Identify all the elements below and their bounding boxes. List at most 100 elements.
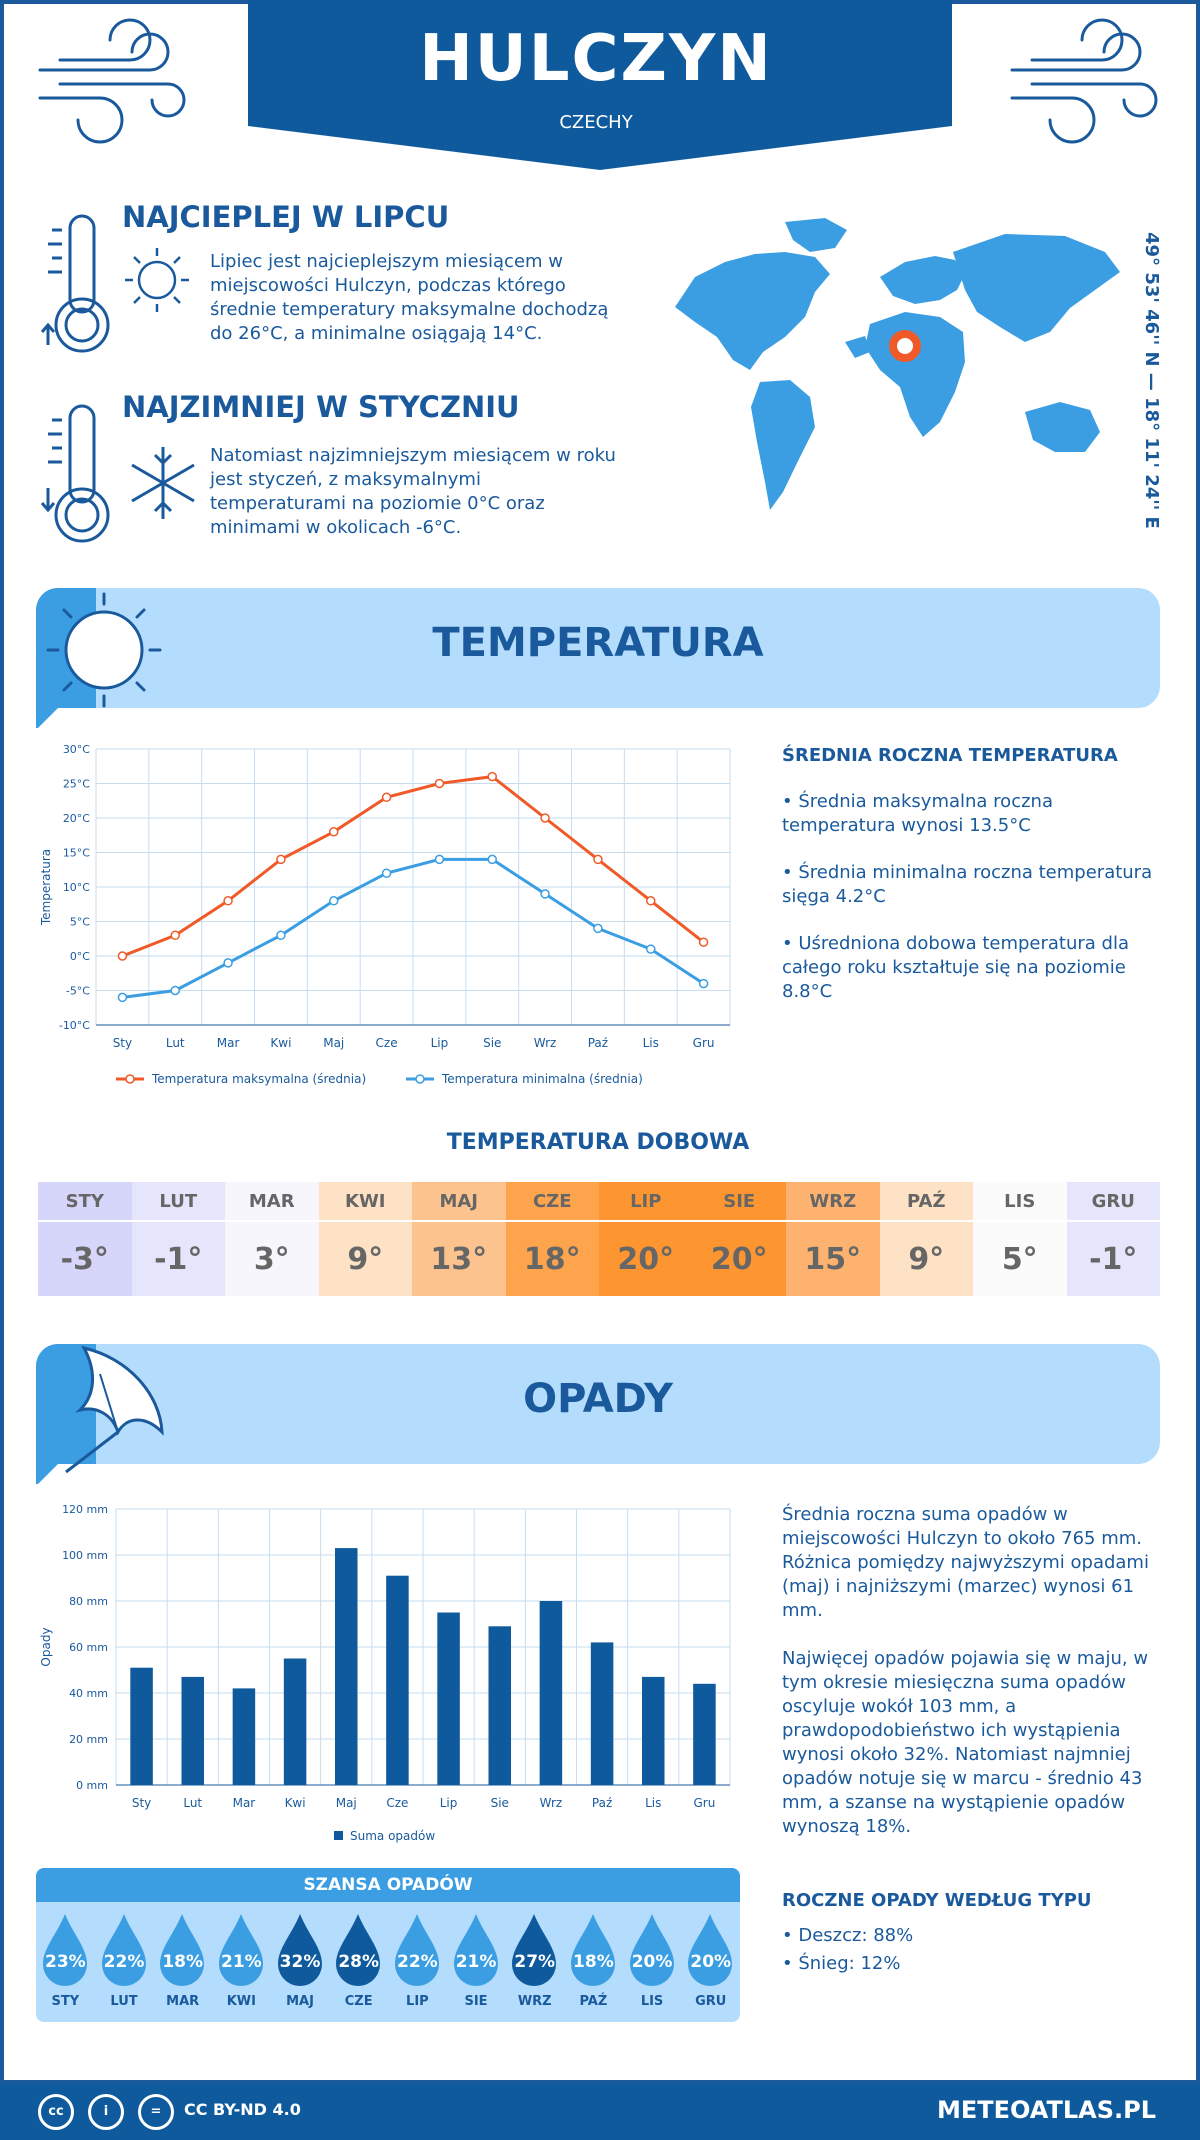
daily-temp-cell: SIE 20° (692, 1182, 786, 1296)
chance-item: 21% KWI (212, 1912, 271, 2022)
y-axis-label: Opady (39, 1627, 53, 1666)
daily-temp-cell: KWI 9° (318, 1182, 412, 1296)
raindrop-shape (160, 1914, 205, 1986)
x-tick-label: Gru (693, 1796, 715, 1810)
x-tick-label: Lis (645, 1796, 661, 1810)
data-point (698, 978, 709, 989)
chance-value: 22% (103, 1952, 145, 1972)
bar (437, 1612, 460, 1785)
data-point (487, 771, 497, 782)
x-tick-label: Paź (592, 1796, 612, 1810)
chance-item: 22% LIP (388, 1912, 447, 2022)
chance-value: 18% (573, 1952, 614, 1972)
daily-temp-value: 15° (804, 1241, 862, 1277)
series-line (121, 775, 705, 958)
warmest-text: Lipiec jest najcieplejszym miesiącem w m… (210, 251, 609, 344)
x-tick-label: Mar (233, 1796, 256, 1810)
precipitation-chance-title: SZANSA OPADÓW (36, 1868, 740, 1902)
x-tick-label: Lip (440, 1796, 458, 1810)
daily-temp-value: 9° (347, 1241, 384, 1277)
data-point (381, 868, 392, 878)
raindrop-icon (395, 1914, 440, 1986)
y-tick-label: 80 mm (69, 1595, 108, 1608)
temperature-chart: -10°C -5°C 0°C 5°C 10°C 15°C 20°C 25°C 30°C Sty Lu… (39, 743, 731, 1086)
daily-temp-month: KWI (318, 1182, 412, 1222)
no-derivatives-icon: = (138, 2094, 174, 2130)
coordinates: 49° 53' 46'' N — 18° 11' 24'' E (1141, 232, 1162, 529)
x-tick-label: Paź (588, 1036, 608, 1050)
chance-month: MAR (166, 1994, 200, 2009)
title-banner (248, 0, 952, 170)
y-tick-label: -5°C (66, 985, 90, 998)
chance-value: 32% (279, 1952, 321, 1972)
data-point (646, 944, 656, 954)
chance-value: 18% (162, 1952, 204, 1972)
precipitation-chance-box: SZANSA OPADÓW 23% STY 22% LUT 18% MAR 21% KWI 32… (36, 1868, 740, 2022)
temperature-bullet-max: • Średnia maksymalna roczna temperatura … (782, 791, 1053, 836)
y-tick-label: 15°C (63, 847, 90, 860)
x-tick-label: Sie (483, 1036, 501, 1050)
chance-item: 23% STY (36, 1912, 95, 2022)
daily-temp-value: 18° (523, 1241, 581, 1277)
location-marker-center (897, 338, 913, 354)
city-name: HULCZYN (419, 22, 773, 96)
raindrop-shape (219, 1914, 264, 1986)
bar (539, 1601, 563, 1785)
x-tick-label: Lis (643, 1036, 659, 1050)
chance-item: 32% MAJ (271, 1912, 330, 2022)
y-tick-label: 30°C (63, 743, 90, 756)
north-america (675, 252, 830, 370)
daily-temp-value: 20° (617, 1241, 675, 1277)
daily-temp-value: -1° (1089, 1241, 1138, 1277)
x-tick-label: Mar (217, 1036, 240, 1050)
daily-temperature-title: TEMPERATURA DOBOWA (446, 1130, 750, 1155)
daily-temp-value: -3° (60, 1241, 109, 1277)
bar (334, 1548, 358, 1785)
daily-temp-month: SIE (692, 1182, 786, 1222)
chart-grid (115, 1508, 731, 1786)
raindrop-icon (453, 1914, 498, 1986)
precipitation-title: OPADY (523, 1376, 673, 1422)
south-america (751, 380, 815, 510)
precipitation-type-snow: • Śnieg: 12% (782, 1953, 901, 1974)
bar (386, 1575, 409, 1785)
country-name: CZECHY (559, 112, 633, 133)
precipitation-text-2: Najwięcej opadów pojawia się w maju, w t… (782, 1648, 1149, 1837)
legend-marker (415, 1074, 425, 1084)
data-point (276, 930, 286, 941)
australia (1025, 402, 1100, 452)
data-point (434, 854, 445, 865)
daily-temp-cell: MAR 3° (225, 1182, 319, 1296)
snowflake-icon (131, 447, 195, 519)
series-line (122, 857, 705, 999)
x-tick-label: Kwi (270, 1036, 291, 1050)
europe (880, 256, 965, 304)
raindrop-icon (571, 1914, 616, 1986)
site-link[interactable]: METEOATLAS.PL (936, 2096, 1156, 2124)
daily-temp-value: 5° (1001, 1241, 1038, 1277)
raindrop-shape (453, 1914, 498, 1986)
license-label: CC BY-ND 4.0 (184, 2100, 301, 2119)
precipitation-section-bar (36, 1344, 1160, 1464)
daily-temp-cell: STY -3° (38, 1182, 132, 1296)
x-tick-label: Sty (113, 1036, 132, 1050)
chance-value: 21% (455, 1952, 497, 1972)
bar (693, 1683, 716, 1785)
legend-label: Suma opadów (350, 1829, 435, 1843)
data-point (487, 854, 497, 865)
precipitation-type-rain: • Deszcz: 88% (782, 1925, 914, 1946)
x-tick-label: Sty (132, 1796, 151, 1810)
x-tick-label: Lut (183, 1796, 202, 1810)
daily-temp-cell: CZE 18° (505, 1182, 599, 1296)
bar (181, 1676, 205, 1785)
x-tick-label: Wrz (540, 1796, 563, 1810)
daily-temp-month: PAŹ (879, 1182, 973, 1222)
daily-temp-value: 20° (710, 1241, 768, 1277)
raindrop-icon (43, 1914, 87, 1986)
daily-temp-month: CZE (505, 1182, 599, 1222)
y-tick-label: 20 mm (69, 1733, 108, 1746)
fact-icons (40, 214, 195, 543)
x-tick-label: Sie (491, 1796, 509, 1810)
chance-item: 20% LIS (623, 1912, 682, 2022)
sun-icon (125, 248, 189, 312)
